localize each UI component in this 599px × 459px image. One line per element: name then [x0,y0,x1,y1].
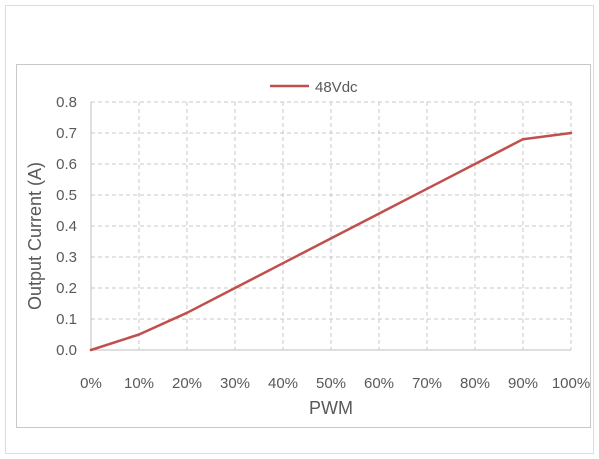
data-point [185,311,189,314]
data-point [569,131,573,135]
y-axis-title: Output Current (A) [25,162,45,310]
x-axis-title: PWM [309,398,353,418]
axes [90,102,571,351]
x-tick-label: 70% [412,375,442,392]
y-tick-label: 0.2 [56,280,77,297]
data-point [89,348,93,352]
x-tick-label: 80% [460,375,490,392]
x-tick-label: 50% [316,375,346,392]
y-tick-label: 0.3 [56,249,77,266]
tick-labels: 0.0 0.1 0.2 0.3 0.4 0.5 0.6 0.7 0.8 0% 10% 20% 30% 40… [56,94,590,392]
y-tick-label: 0.5 [56,187,77,204]
y-tick-label: 0.8 [56,94,77,111]
data-point [233,286,237,290]
data-point [473,162,477,166]
series-layer [89,131,573,352]
data-point [281,262,285,265]
legend-label-48vdc: 48Vdc [315,79,358,96]
gridlines [91,101,572,350]
data-point [137,333,141,336]
x-tick-label: 0% [80,375,102,392]
data-point [425,187,429,190]
x-tick-label: 40% [268,375,298,392]
y-tick-label: 0.7 [56,125,77,142]
y-tick-label: 0.0 [56,342,77,359]
data-point [377,212,381,215]
legend: 48Vdc [270,79,358,96]
chart-area [16,64,591,428]
x-tick-label: 10% [124,375,154,392]
data-point [329,237,333,240]
x-tick-label: 60% [364,375,394,392]
y-tick-label: 0.1 [56,311,77,328]
y-tick-label: 0.4 [56,218,77,235]
x-tick-label: 30% [220,375,250,392]
data-point [521,138,525,141]
y-tick-label: 0.6 [56,156,77,173]
x-tick-label: 20% [172,375,202,392]
x-tick-label: 100% [552,375,590,392]
x-tick-label: 90% [508,375,538,392]
